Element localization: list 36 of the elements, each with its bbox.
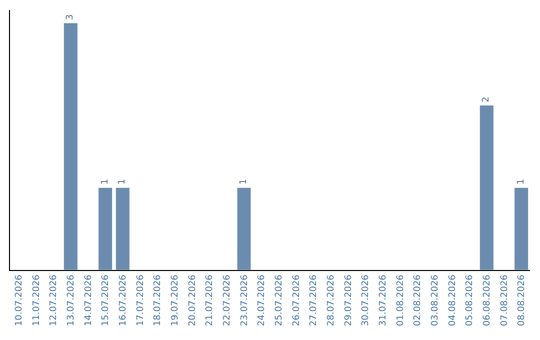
x-tick-label: 24.07.2026 bbox=[257, 274, 268, 326]
x-tick-label: 02.08.2026 bbox=[413, 274, 424, 326]
x-tick-label: 12.07.2026 bbox=[49, 274, 60, 326]
x-tick-label: 13.07.2026 bbox=[66, 274, 77, 326]
x-tick-label: 04.08.2026 bbox=[448, 274, 458, 326]
x-tick-label: 25.07.2026 bbox=[274, 274, 285, 326]
x-tick-label: 27.07.2026 bbox=[309, 274, 320, 326]
x-tick-label: 05.08.2026 bbox=[465, 274, 476, 326]
x-tick-label: 19.07.2026 bbox=[170, 274, 181, 326]
data-label: 1 bbox=[100, 178, 110, 185]
x-tick-label: 31.07.2026 bbox=[378, 274, 389, 326]
x-tick-label: 17.07.2026 bbox=[136, 274, 146, 326]
x-tick-label: 18.07.2026 bbox=[153, 274, 164, 326]
x-tick-label: 14.07.2026 bbox=[84, 274, 94, 326]
x-tick-label: 30.07.2026 bbox=[361, 274, 372, 326]
x-tick-label: 11.07.2026 bbox=[32, 274, 42, 326]
x-tick-label: 26.07.2026 bbox=[292, 274, 302, 326]
x-tick-label: 20.07.2026 bbox=[188, 274, 198, 326]
x-tick-label: 16.07.2026 bbox=[118, 274, 129, 326]
x-tick-label: 22.07.2026 bbox=[222, 274, 233, 326]
data-label: 1 bbox=[118, 178, 128, 185]
x-tick-label: 03.08.2026 bbox=[430, 274, 441, 326]
x-tick-label: 23.07.2026 bbox=[240, 274, 250, 326]
x-tick-label: 29.07.2026 bbox=[344, 274, 354, 326]
data-label: 1 bbox=[516, 178, 526, 185]
data-label: 2 bbox=[482, 96, 492, 102]
x-tick-label: 15.07.2026 bbox=[101, 274, 112, 326]
x-tick-label: 21.07.2026 bbox=[205, 274, 216, 326]
data-label: 3 bbox=[66, 14, 76, 20]
data-label: 1 bbox=[239, 178, 249, 185]
x-tick-label: 08.08.2026 bbox=[517, 274, 528, 326]
x-tick-label: 01.08.2026 bbox=[396, 274, 406, 326]
x-tick-label: 10.07.2026 bbox=[14, 274, 25, 326]
x-tick-label: 07.08.2026 bbox=[500, 274, 510, 326]
x-tick-label: 28.07.2026 bbox=[326, 274, 337, 326]
x-tick-label: 06.08.2026 bbox=[482, 274, 493, 326]
